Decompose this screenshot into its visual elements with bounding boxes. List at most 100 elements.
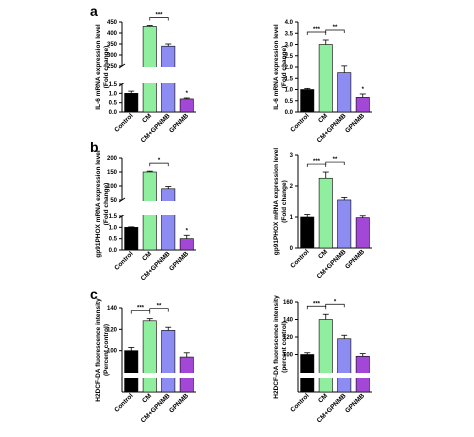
y-tick-label: 0.5: [285, 99, 294, 105]
significance-label: ***: [313, 27, 321, 33]
significance-label: **: [157, 304, 162, 310]
category-label: GPNMB: [344, 392, 366, 414]
y-axis-label: IL-6 mRNA expression level: [95, 24, 102, 110]
significance-bracket: [325, 303, 345, 308]
bar-cm-gpnmb: [337, 338, 352, 393]
bar-control: [300, 89, 315, 113]
y-tick-label: 140: [283, 318, 294, 324]
bar-cm: [318, 177, 333, 249]
panel-label-c: c: [90, 286, 98, 302]
y-tick-label: 3.5: [285, 31, 294, 37]
category-label: GPNMB: [168, 392, 190, 414]
bar-gpnmb: [355, 217, 370, 249]
y-tick-label: 150: [107, 170, 118, 176]
significance-label: ***: [313, 159, 321, 165]
y-axis-label: (percent control): [281, 321, 288, 373]
significance-bracket: [306, 163, 327, 168]
bar-control: [124, 350, 139, 393]
category-label: GPNMB: [344, 112, 366, 134]
y-axis-label: (Percent control): [103, 324, 110, 376]
y-tick-label: 1.5: [285, 76, 294, 82]
chart-a-right: 0.00.51.01.52.02.53.03.54.0*** ***Control…: [273, 20, 372, 144]
category-label: CM: [141, 250, 153, 262]
y-tick-label: 2: [290, 184, 294, 190]
category-label: CM: [141, 112, 153, 124]
y-axis-label: (Fold change): [103, 46, 110, 89]
category-label: CM: [141, 392, 153, 404]
significance-bracket: [149, 162, 169, 167]
bar-control: [124, 227, 139, 251]
significance-bracket: [130, 310, 151, 314]
y-axis-label: (Fold change): [281, 46, 288, 89]
significance-label: **: [333, 157, 338, 163]
bar-cm: [142, 320, 157, 393]
y-tick-label: 3: [290, 153, 294, 159]
y-tick-label: 100: [283, 353, 294, 359]
bar-gpnmb: [355, 97, 370, 113]
y-tick-label: 250: [107, 64, 118, 70]
y-axis-label: (Fold change): [281, 180, 288, 223]
axis-break-gap: [299, 373, 373, 378]
bar-cm-gpnmb: [161, 330, 176, 393]
y-tick-label: 1: [290, 215, 294, 221]
significance-label: *: [186, 228, 189, 234]
y-tick-label: 2.5: [285, 54, 294, 60]
y-tick-label: 1.5: [109, 82, 118, 88]
y-axis-label: H2DCF-DA fluorescence intensity: [95, 298, 102, 402]
y-tick-label: 300: [107, 53, 118, 59]
y-axis-label: (Fold change): [103, 183, 110, 226]
significance-label: ***: [137, 306, 145, 312]
significance-label: *: [362, 87, 365, 93]
y-tick-label: 0.5: [109, 237, 118, 243]
y-tick-label: 140: [107, 306, 118, 312]
y-tick-label: 1.5: [109, 214, 118, 220]
significance-bracket: [149, 308, 169, 312]
y-tick-label: 400: [107, 31, 118, 37]
y-tick-label: 160: [283, 300, 294, 306]
y-axis-label: H2DCF-DA fluorescence intensity: [273, 295, 280, 399]
bar-gpnmb: [179, 238, 194, 251]
y-tick-label: 1.0: [109, 91, 118, 97]
category-label: GPNMB: [168, 112, 190, 134]
y-tick-label: 0.0: [285, 110, 294, 116]
y-tick-label: 3.0: [285, 43, 294, 49]
significance-label: **: [333, 25, 338, 31]
bar-cm-gpnmb: [337, 199, 352, 249]
category-label: Control: [113, 392, 134, 413]
panel-label-a: a: [90, 3, 98, 19]
y-axis-label: gp91PHOX mRNA expression level: [273, 148, 280, 256]
category-label: CM: [317, 392, 329, 404]
axis-break-gap: [123, 373, 197, 378]
significance-bracket: [306, 305, 327, 310]
significance-label: *: [334, 299, 337, 305]
category-label: Control: [289, 392, 310, 413]
y-tick-label: 2.0: [285, 65, 294, 71]
axis-break-gap: [123, 67, 197, 83]
bar-gpnmb: [179, 98, 194, 113]
y-tick-label: 350: [107, 42, 118, 48]
significance-label: ***: [155, 13, 163, 19]
y-tick-label: 0.0: [109, 110, 118, 116]
y-axis-label: IL-6 mRNA expression level: [273, 24, 280, 110]
bar-cm-gpnmb: [161, 188, 176, 251]
y-tick-label: 450: [107, 20, 118, 26]
y-tick-label: 200: [107, 156, 118, 162]
y-tick-label: 1.0: [285, 88, 294, 94]
category-label: GPNMB: [344, 248, 366, 270]
category-label: CM: [317, 248, 329, 260]
bar-cm: [318, 319, 333, 393]
significance-label: *: [186, 91, 189, 97]
significance-bracket: [325, 29, 345, 33]
category-label: GPNMB: [168, 250, 190, 272]
y-tick-label: 50: [110, 198, 117, 204]
bar-control: [124, 93, 139, 113]
panel-label-b: b: [90, 139, 99, 155]
y-tick-label: 0.0: [109, 248, 118, 254]
significance-bracket: [149, 17, 169, 21]
y-axis-label: gp91PHOX mRNA expression level: [95, 150, 102, 258]
y-tick-label: 0.5: [109, 101, 118, 107]
